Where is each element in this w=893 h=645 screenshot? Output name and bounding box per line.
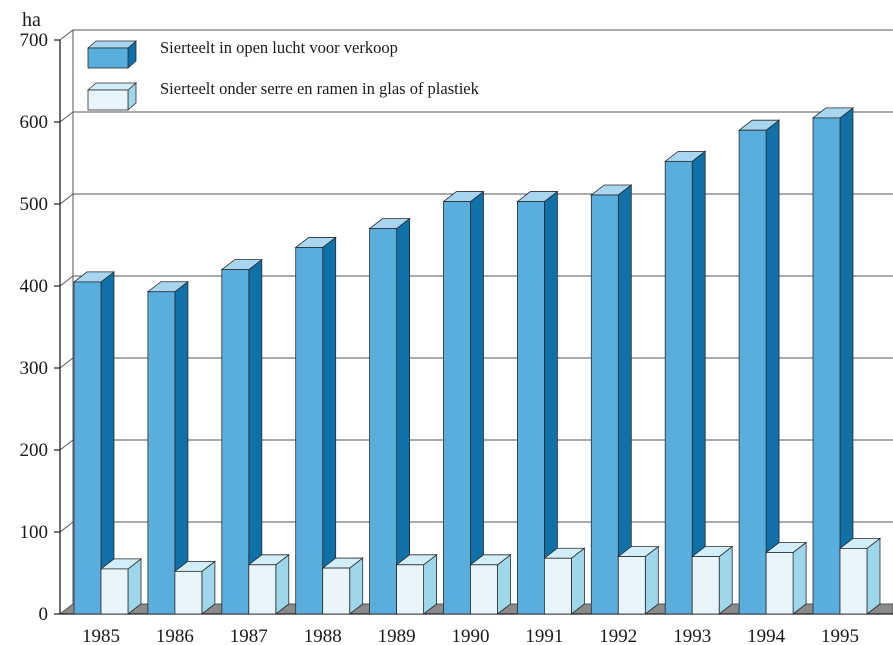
bar-serre-1990: [469, 553, 512, 615]
bar-open-lucht-1994-front: [738, 129, 767, 615]
bar-open-lucht-1986-front: [147, 291, 176, 615]
bar-open-lucht-1989-front: [369, 228, 398, 615]
y-tick-label: 200: [20, 440, 49, 461]
bar-serre-1992-front: [617, 556, 646, 615]
bar-open-lucht-1985: [72, 271, 116, 615]
x-tick-label: 1989: [378, 626, 416, 645]
bar-open-lucht-1990: [442, 190, 485, 615]
bar-open-lucht-1995-front: [812, 117, 841, 615]
bar-open-lucht-1987: [220, 258, 263, 615]
gridline-diagonal: [59, 439, 74, 451]
bar-serre-1991-side: [571, 547, 585, 615]
swatch-front: [87, 89, 129, 111]
bar-serre-1986-front: [174, 570, 203, 615]
legend-swatch-serre: [86, 82, 138, 111]
x-tick-label: 1992: [599, 626, 637, 645]
bar-serre-1985-front: [100, 568, 129, 615]
legend-item-open-lucht: Sierteelt in open lucht voor verkoop: [86, 38, 398, 69]
gridline-diagonal: [59, 521, 74, 533]
bar-serre-1988-front: [322, 567, 351, 615]
gridline-diagonal: [59, 111, 74, 123]
bar-open-lucht-1989: [368, 217, 411, 615]
y-tick-label: 500: [20, 194, 49, 215]
x-tick-label: 1990: [452, 626, 490, 645]
bar-serre-1991: [543, 547, 586, 615]
bar-serre-1994-side: [792, 541, 807, 615]
bar-open-lucht-1988-side: [322, 236, 337, 615]
bar-open-lucht-1986: [146, 280, 190, 615]
gridline-diagonal: [59, 357, 74, 369]
x-tick-label: 1991: [525, 626, 563, 645]
bar-open-lucht-1992: [590, 184, 633, 615]
x-tick-label: 1985: [82, 626, 120, 645]
y-axis: 0 100 200 300 400 500 600 700: [20, 30, 893, 625]
y-tick-label: 600: [20, 112, 49, 133]
bar-serre-1991-front: [544, 557, 572, 615]
bar-serre-1995-side: [866, 537, 881, 615]
bar-serre-1993-side: [718, 545, 733, 615]
x-tick-label: 1988: [304, 626, 342, 645]
y-tick-label: 700: [20, 30, 49, 51]
y-tick-label: 100: [20, 522, 49, 543]
legend-label-open-lucht: Sierteelt in open lucht voor verkoop: [160, 38, 398, 57]
x-axis-labels: 1985 1986 1987 1988 1989 1990 1991 1992 1993 1994…: [82, 626, 859, 645]
bar-serre-1986: [173, 560, 217, 615]
bar-serre-1993: [691, 545, 734, 615]
bar-serre-1995: [838, 537, 882, 615]
bar-open-lucht-1992-front: [590, 194, 619, 615]
legend-label-serre: Sierteelt onder serre en ramen in glas o…: [160, 79, 480, 98]
swatch-top: [86, 82, 138, 91]
bar-open-lucht-1993: [664, 150, 707, 615]
bar-serre-1990-front: [470, 564, 498, 615]
bar-open-lucht-1987-front: [221, 269, 250, 615]
bars: [72, 107, 882, 615]
x-tick-label: 1994: [747, 626, 786, 645]
gridline-diagonal: [59, 29, 74, 41]
bar-serre-1992-side: [644, 545, 659, 615]
bar-serre-1994: [764, 541, 808, 615]
bar-open-lucht-1988-front: [295, 247, 324, 615]
gridline-diagonal: [59, 275, 74, 287]
bar-open-lucht-1995: [811, 107, 855, 615]
bar-serre-1989-front: [396, 564, 425, 615]
bar-serre-1987: [247, 553, 290, 615]
bar-open-lucht-1994: [737, 119, 781, 615]
x-tick-label: 1986: [156, 626, 194, 645]
x-tick-label: 1987: [230, 626, 268, 645]
legend-item-serre: Sierteelt onder serre en ramen in glas o…: [86, 79, 480, 111]
bar-open-lucht-1993-front: [664, 160, 693, 615]
bar-open-lucht-1990-side: [470, 190, 484, 615]
legend-swatch-open-lucht: [86, 40, 138, 69]
bar-open-lucht-1991-front: [517, 201, 545, 615]
bar-serre-1988: [321, 557, 364, 615]
bar-serre-1985: [99, 558, 143, 615]
bar-open-lucht-1995-side: [839, 107, 854, 615]
x-tick-label: 1993: [673, 626, 711, 645]
bar-serre-1994-front: [765, 552, 794, 615]
bar-open-lucht-1990-front: [443, 201, 471, 615]
y-tick-label: 300: [20, 358, 49, 379]
y-tick-label: 0: [39, 604, 49, 625]
bar-serre-1992: [617, 545, 660, 615]
bar-open-lucht-1985-front: [73, 281, 102, 615]
bar-serre-1995-front: [839, 548, 868, 615]
bar-open-lucht-1993-side: [691, 150, 706, 615]
swatch-front: [87, 47, 129, 69]
bar-serre-1987-front: [248, 564, 277, 615]
swatch-top: [86, 40, 138, 49]
bar-open-lucht-1994-side: [765, 119, 780, 615]
y-axis-unit-label: ha: [22, 9, 41, 31]
y-tick-label: 400: [20, 276, 49, 297]
x-tick-label: 1995: [821, 626, 859, 645]
bar-open-lucht-1989-side: [396, 217, 411, 615]
bar-open-lucht-1988: [294, 236, 337, 615]
legend: Sierteelt in open lucht voor verkoop Sie…: [86, 38, 480, 111]
bar-open-lucht-1991: [516, 190, 559, 615]
bar-serre-1993-front: [691, 556, 720, 615]
bar-serre-1989: [395, 553, 438, 615]
gridline-diagonal: [59, 193, 74, 205]
